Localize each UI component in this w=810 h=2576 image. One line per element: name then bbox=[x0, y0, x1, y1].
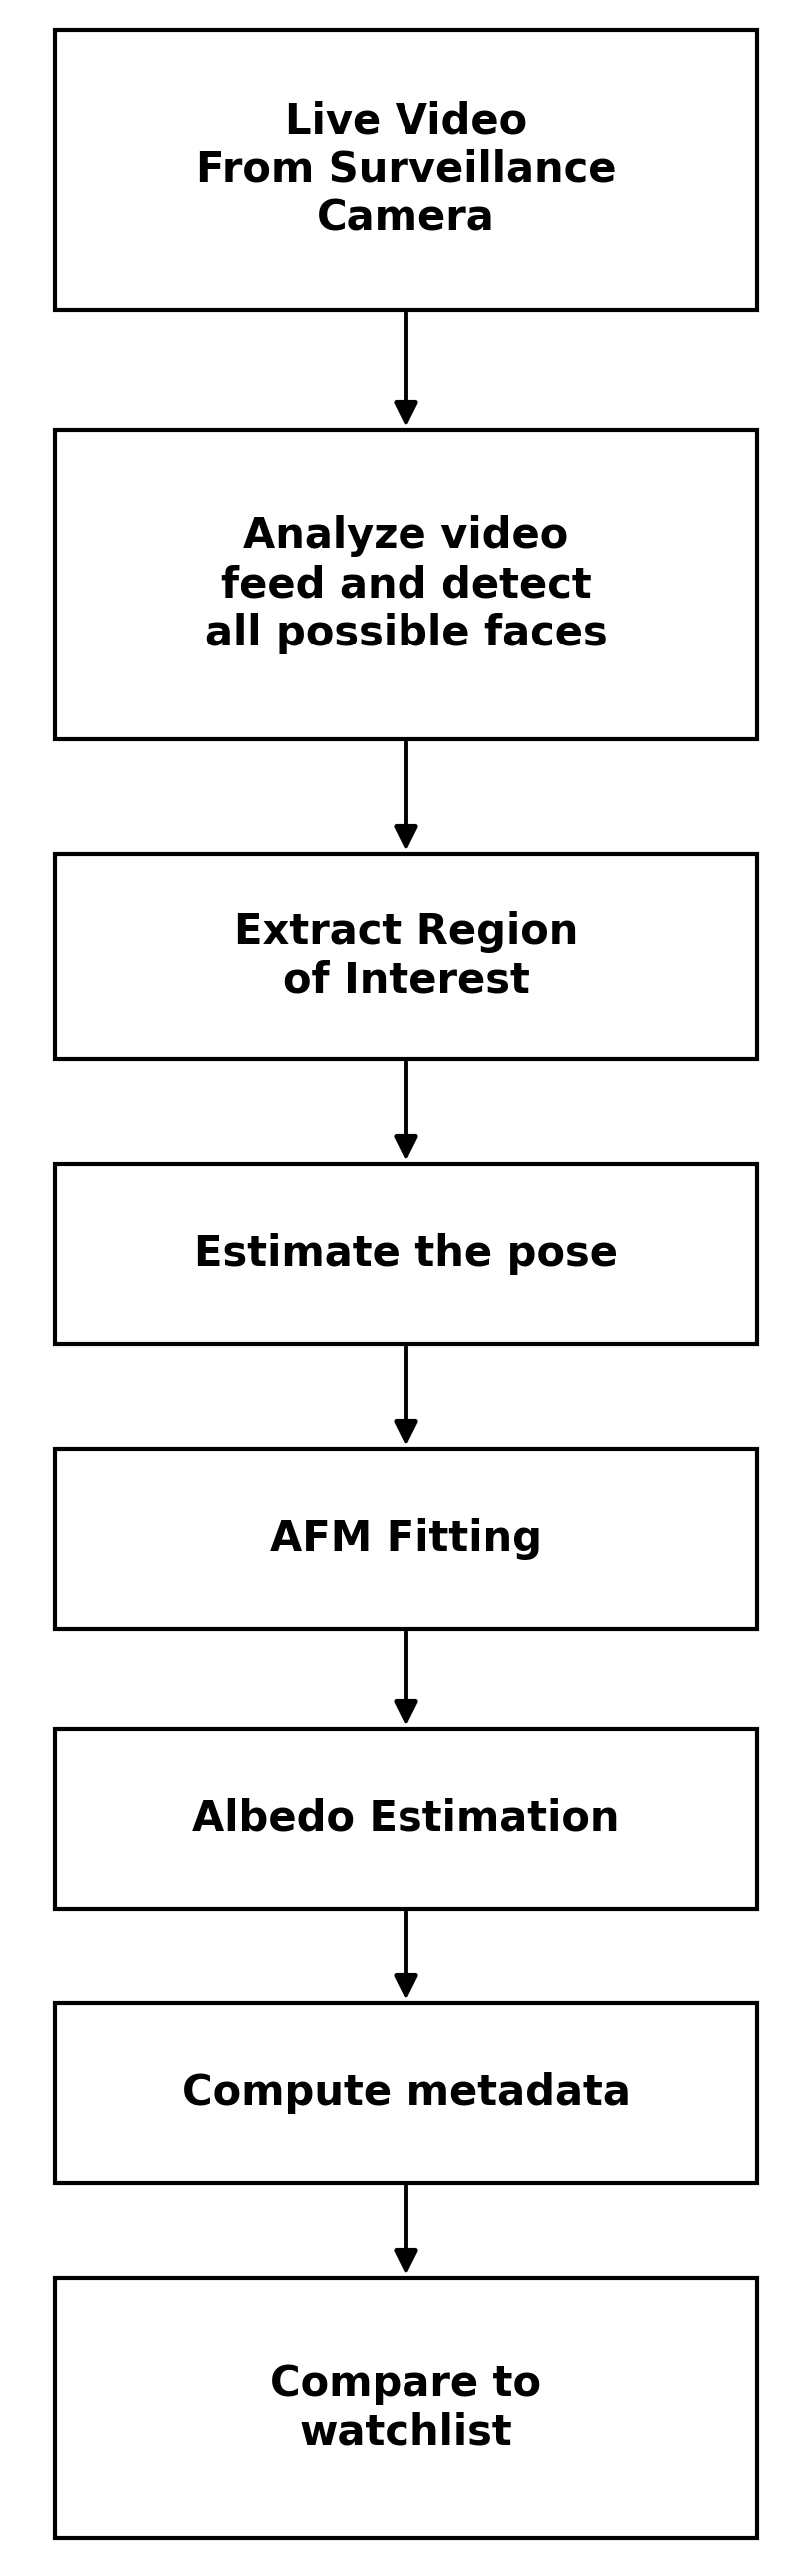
Text: Live Video
From Surveillance
Camera: Live Video From Surveillance Camera bbox=[195, 100, 616, 240]
Bar bbox=[55, 855, 757, 1059]
Bar bbox=[55, 1728, 757, 1909]
Text: Extract Region
of Interest: Extract Region of Interest bbox=[233, 912, 578, 1002]
Bar bbox=[55, 430, 757, 739]
Text: Analyze video
feed and detect
all possible faces: Analyze video feed and detect all possib… bbox=[204, 515, 608, 654]
Bar bbox=[55, 31, 757, 309]
Bar bbox=[55, 1164, 757, 1345]
Text: Compare to
watchlist: Compare to watchlist bbox=[271, 2362, 542, 2452]
Text: AFM Fitting: AFM Fitting bbox=[270, 1517, 543, 1561]
Text: Albedo Estimation: Albedo Estimation bbox=[192, 1798, 620, 1839]
Bar bbox=[55, 1448, 757, 1628]
Bar bbox=[55, 2004, 757, 2184]
Bar bbox=[55, 2277, 757, 2537]
Text: Estimate the pose: Estimate the pose bbox=[194, 1234, 618, 1275]
Text: Compute metadata: Compute metadata bbox=[181, 2071, 631, 2115]
